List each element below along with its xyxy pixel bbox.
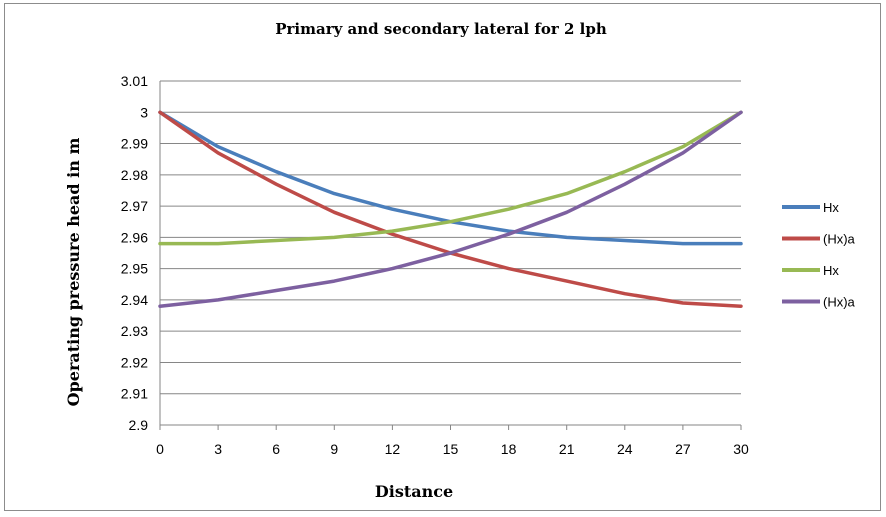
- series-line-1: [158, 110, 743, 246]
- x-tick-label: 3: [214, 441, 222, 457]
- series-line-3: [158, 110, 743, 246]
- y-tick-label: 3.01: [121, 73, 148, 89]
- x-tick-label: 6: [272, 441, 280, 457]
- y-tick-label: 2.94: [121, 292, 148, 308]
- x-tick-label: 18: [501, 441, 517, 457]
- y-tick-label: 2.98: [121, 167, 148, 183]
- legend-label: Hx: [823, 200, 839, 215]
- x-tick-label: 9: [330, 441, 338, 457]
- legend-label: (Hx)a: [823, 232, 856, 247]
- x-tick-label: 21: [559, 441, 575, 457]
- y-tick-label: 3: [140, 104, 148, 120]
- y-tick-label: 2.96: [121, 229, 148, 245]
- x-tick-labels: 0 3 6 9 12 15 18 21 24 27 30: [156, 425, 749, 457]
- y-tick-label: 2.93: [121, 323, 148, 339]
- y-tick-labels: 2.9 2.91 2.92 2.93 2.94 2.95 2.96 2.97 2.98 2.99 3…: [121, 73, 148, 433]
- series-lines: [158, 110, 743, 308]
- y-tick-label: 2.97: [121, 198, 148, 214]
- legend-label: (Hx)a: [823, 295, 856, 310]
- y-axis-label: Operating pressure head in m: [64, 138, 83, 407]
- x-tick-label: 24: [617, 441, 633, 457]
- series-line-4: [158, 110, 743, 308]
- y-tick-label: 2.95: [121, 261, 148, 277]
- y-tick-label: 2.99: [121, 136, 148, 152]
- chart-title: Primary and secondary lateral for 2 lph: [275, 20, 607, 38]
- x-tick-label: 0: [156, 441, 164, 457]
- x-tick-label: 30: [733, 441, 749, 457]
- legend-label: Hx: [823, 263, 839, 278]
- x-tick-label: 12: [385, 441, 401, 457]
- chart-frame: [4, 3, 881, 511]
- x-axis-label: Distance: [375, 482, 453, 501]
- x-tick-label: 15: [443, 441, 459, 457]
- legend: Hx (Hx)a Hx (Hx)a: [782, 200, 856, 310]
- series-line-2: [158, 110, 743, 308]
- y-tick-label: 2.9: [129, 417, 149, 433]
- y-tick-label: 2.92: [121, 354, 148, 370]
- x-tick-label: 27: [675, 441, 691, 457]
- y-tick-label: 2.91: [121, 386, 148, 402]
